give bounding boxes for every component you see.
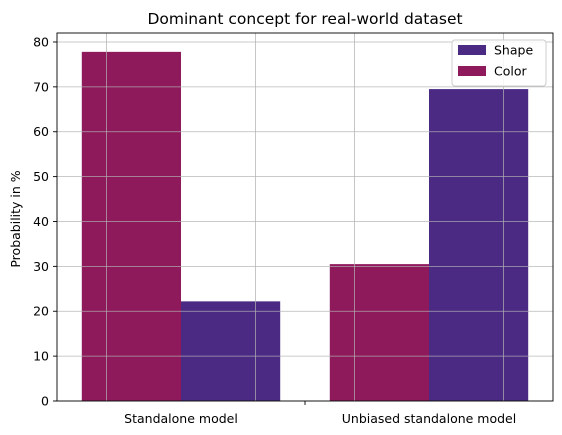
y-tick-label-4: 40 [33,214,49,229]
y-tick-label-0: 0 [41,394,49,409]
y-tick-label-5: 50 [33,169,49,184]
y-tick-label-8: 80 [33,34,49,49]
y-tick-label-2: 20 [33,304,49,319]
chart-title: Dominant concept for real-world dataset [147,10,462,28]
legend-swatch-shape [458,45,486,55]
legend-swatch-color [458,66,486,76]
plot-area: 0 10 20 30 40 50 60 70 80 Standalone model Unbiase… [33,32,554,426]
y-axis-label: Probability in % [8,170,23,267]
y-tick-label-3: 30 [33,259,49,274]
legend-label-shape: Shape [494,43,533,58]
x-category-label-0: Standalone model [124,411,238,426]
y-tick-label-7: 70 [33,79,49,94]
y-tick-label-6: 60 [33,124,49,139]
bar-shape-0 [181,301,281,401]
x-category-label-1: Unbiased standalone model [342,411,516,426]
bar-color-1 [329,264,429,401]
bar-shape-1 [429,89,529,401]
bar-color-0 [81,51,181,401]
legend-label-color: Color [494,64,527,79]
y-tick-label-1: 10 [33,349,49,364]
